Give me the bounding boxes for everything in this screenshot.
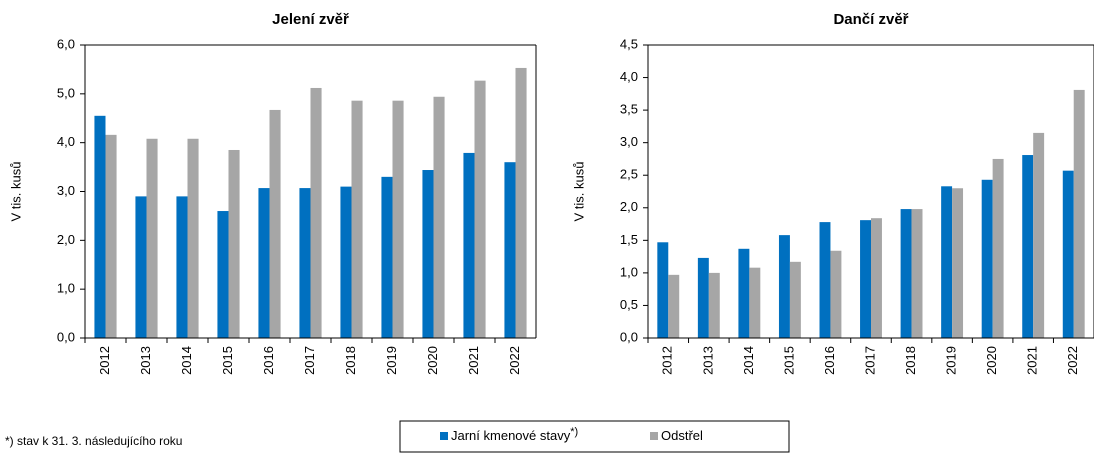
bar [1033,132,1045,338]
bar [749,267,761,338]
x-tick-label: 2020 [425,346,440,375]
bar [504,162,516,338]
x-tick-label: 2013 [700,346,715,375]
y-tick-label: 3,0 [57,183,75,198]
x-tick-label: 2014 [741,346,756,375]
bar [900,209,912,338]
x-tick-label: 2017 [302,346,317,375]
x-tick-label: 2015 [220,346,235,375]
x-tick-label: 2018 [903,346,918,375]
bar [269,109,281,338]
chart-title: Dančí zvěř [833,11,908,28]
bar [340,186,352,338]
bar [176,196,188,338]
bar [860,220,871,338]
bar [135,196,147,338]
bar [187,138,199,338]
bar [94,115,106,338]
bar [146,138,158,338]
bar [657,242,669,338]
y-axis-label: V tis. kusů [8,162,23,222]
x-tick-label: 2022 [1065,346,1080,375]
x-tick-label: 2016 [822,346,837,375]
bar [1022,155,1034,338]
y-tick-label: 3,0 [620,134,638,149]
y-tick-label: 2,0 [57,232,75,247]
legend-swatch [650,432,658,440]
bar [697,257,709,338]
y-tick-label: 0,5 [620,297,638,312]
legend-label: Odstřel [661,428,703,443]
x-tick-label: 2021 [466,346,481,375]
chart-title: Jelení zvěř [272,11,349,28]
bar [981,179,993,338]
bar [1062,170,1074,338]
y-tick-label: 1,0 [620,264,638,279]
bar [381,176,393,338]
bar [310,87,322,339]
bar [952,188,964,338]
legend-note: *) [570,426,578,438]
legend-swatch [440,432,448,440]
y-tick-label: 1,0 [57,281,75,296]
x-tick-label: 2021 [1025,346,1040,375]
bar [258,188,270,338]
y-tick-label: 0,0 [57,329,75,344]
x-tick-label: 2017 [862,346,877,375]
x-tick-label: 2020 [984,346,999,375]
bar [105,134,117,338]
y-tick-label: 3,5 [620,102,638,117]
y-tick-label: 4,0 [57,134,75,149]
x-tick-label: 2019 [384,346,399,375]
bar [668,274,680,338]
bar [830,250,842,338]
bar [422,170,434,338]
x-tick-label: 2012 [660,346,675,375]
bar [708,272,720,338]
bar [463,152,475,338]
bar [871,218,882,338]
x-tick-label: 2015 [781,346,796,375]
y-tick-label: 4,5 [620,36,638,51]
bar [738,248,750,338]
legend-text: Odstřel [661,428,703,443]
x-tick-label: 2018 [343,346,358,375]
y-axis-label: V tis. kusů [571,162,586,222]
y-tick-label: 0,0 [620,329,638,344]
bar [351,100,363,338]
bar [433,96,445,338]
y-tick-label: 1,5 [620,232,638,247]
bar [1073,89,1085,338]
footnote: *) stav k 31. 3. následujícího roku [5,434,182,448]
x-tick-label: 2022 [507,346,522,375]
legend-text: Jarní kmenové stavy [451,428,571,443]
y-tick-label: 5,0 [57,85,75,100]
bar [789,261,801,338]
bar [474,80,486,339]
x-tick-label: 2019 [944,346,959,375]
x-tick-label: 2012 [97,346,112,375]
bar [911,209,923,338]
y-tick-label: 2,0 [620,199,638,214]
bar [299,188,311,338]
bar [392,100,404,338]
y-tick-label: 2,5 [620,167,638,182]
bar [992,158,1004,338]
legend-box [399,420,790,453]
x-tick-label: 2014 [179,346,194,375]
bar [515,67,527,339]
y-tick-label: 6,0 [57,36,75,51]
y-tick-label: 4,0 [620,69,638,84]
bar [819,222,831,338]
bar [217,211,229,338]
bar [778,235,790,338]
x-tick-label: 2013 [138,346,153,375]
x-tick-label: 2016 [261,346,276,375]
legend-label: Jarní kmenové stavy*) [451,426,578,444]
bar [941,186,953,338]
bar [228,149,240,338]
